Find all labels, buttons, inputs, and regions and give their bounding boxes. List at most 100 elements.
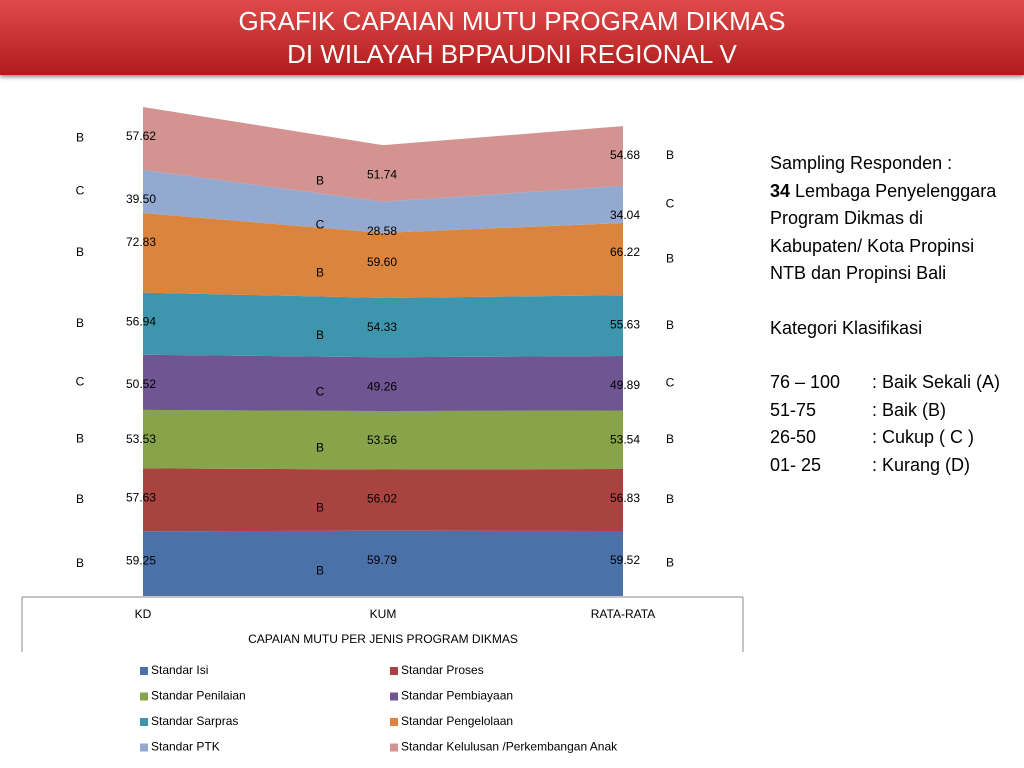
value-label: 56.02 xyxy=(367,492,397,506)
grade-label: B xyxy=(76,316,84,330)
legend-swatch xyxy=(140,692,148,701)
grade-label: B xyxy=(316,266,324,280)
area-band xyxy=(143,292,623,358)
title-line: GRAFIK CAPAIAN MUTU PROGRAM DIKMAS xyxy=(238,6,786,36)
value-label: 66.22 xyxy=(610,245,640,259)
legend-label: Standar PTK xyxy=(151,740,220,754)
grade-label: B xyxy=(666,148,674,162)
legend-swatch xyxy=(390,692,398,701)
grade-label: B xyxy=(666,492,674,506)
class-label: : Baik Sekali (A) xyxy=(872,372,1001,392)
class-row: 76 – 100 : Baik Sekali (A) xyxy=(770,369,1000,397)
grade-label: B xyxy=(666,251,674,265)
value-label: 54.68 xyxy=(610,148,640,162)
sampling-text: 34 Lembaga Penyelenggara Program Dikmas … xyxy=(770,178,1010,288)
grade-label: B xyxy=(666,432,674,446)
legend-label: Standar Sarpras xyxy=(151,714,238,728)
legend-swatch xyxy=(390,667,398,675)
grade-label: B xyxy=(76,492,84,506)
grade-label: C xyxy=(316,384,325,398)
grade-label: B xyxy=(76,131,84,145)
legend-label: Standar Pengelolaan xyxy=(401,714,513,728)
grade-label: B xyxy=(316,440,324,454)
x-tick-label: RATA-RATA xyxy=(591,607,655,621)
grade-label: C xyxy=(76,375,85,389)
grade-label: B xyxy=(76,431,84,445)
legend-swatch xyxy=(140,743,148,752)
grade-label: C xyxy=(316,217,325,231)
class-row: 51-75 : Baik (B) xyxy=(770,397,1000,425)
value-label: 51.74 xyxy=(367,167,397,181)
value-label: 59.25 xyxy=(126,553,156,567)
value-label: 56.83 xyxy=(610,491,640,505)
value-label: 56.94 xyxy=(126,315,156,329)
grade-label: B xyxy=(76,245,84,259)
grade-label: B xyxy=(316,500,324,514)
x-tick-label: KD xyxy=(135,607,152,621)
value-label: 53.54 xyxy=(610,433,640,447)
legend-swatch xyxy=(390,718,398,726)
value-label: 49.89 xyxy=(610,378,640,392)
area-band xyxy=(143,169,623,233)
class-row: 26-50 : Cukup ( C ) xyxy=(770,424,1000,452)
value-label: 59.60 xyxy=(367,255,397,269)
x-axis-title: CAPAIAN MUTU PER JENIS PROGRAM DIKMAS xyxy=(248,632,518,646)
value-label: 39.50 xyxy=(126,192,156,206)
class-range: 01- 25 xyxy=(770,454,822,475)
value-label: 72.83 xyxy=(126,235,156,249)
class-label: : Baik (B) xyxy=(872,399,947,420)
area-band xyxy=(143,530,623,596)
area-band xyxy=(143,107,623,202)
value-label: 34.04 xyxy=(610,208,640,222)
grade-label: C xyxy=(666,375,675,389)
class-range: 51-75 xyxy=(770,399,817,420)
value-label: 57.62 xyxy=(126,129,156,143)
class-label: : Kurang (D) xyxy=(872,454,971,475)
grade-label: C xyxy=(666,197,675,211)
grade-label: B xyxy=(666,318,674,332)
category-title: Kategori Klasifikasi xyxy=(770,317,923,338)
class-label: : Cukup ( C ) xyxy=(872,427,975,447)
legend-label: Standar Isi xyxy=(151,663,208,677)
grade-label: B xyxy=(76,556,84,570)
legend-label: Standar Penilaian xyxy=(151,689,246,703)
class-table: 76 – 100 : Baik Sekali (A) 51-75 : Baik (B)… xyxy=(770,369,1000,479)
legend-label: Standar Proses xyxy=(401,663,484,677)
value-label: 57.63 xyxy=(126,491,156,505)
legend-swatch xyxy=(140,667,148,675)
title-banner: GRAFIK CAPAIAN MUTU PROGRAM DIKMAS DI WI… xyxy=(0,0,1024,75)
value-label: 49.26 xyxy=(367,379,397,393)
chart: 59.25 B 59.79 B 59.52 B 57.63 B 56.02 B 56.83 B 53.5… xyxy=(21,107,744,754)
legend-label: Standar Pembiayaan xyxy=(401,689,513,703)
grade-label: B xyxy=(316,174,324,188)
title-line: DI WILAYAH BPPAUDNI REGIONAL V xyxy=(287,39,737,69)
sampling-description: Lembaga Penyelenggara Program Dikmas di … xyxy=(770,180,997,284)
value-label: 55.63 xyxy=(610,317,640,331)
side-panel: Sampling Responden : 34 Lembaga Penyelen… xyxy=(770,150,1010,479)
grade-label: B xyxy=(666,556,674,570)
area-band xyxy=(143,213,623,298)
value-label: 59.52 xyxy=(610,553,640,567)
area-band xyxy=(143,354,623,412)
area-band xyxy=(143,468,623,532)
class-range: 76 – 100 xyxy=(770,372,841,392)
legend-swatch xyxy=(390,743,398,752)
value-label: 54.33 xyxy=(367,320,397,334)
value-label: 53.56 xyxy=(367,433,397,447)
x-tick-label: KUM xyxy=(370,607,397,621)
legend-label: Standar Kelulusan /Perkembangan Anak xyxy=(401,740,618,754)
class-range: 26-50 xyxy=(770,427,817,447)
value-label: 59.79 xyxy=(367,553,397,567)
sampling-count: 34 xyxy=(770,180,791,201)
area-band xyxy=(143,409,623,470)
grade-label: C xyxy=(76,184,85,198)
value-label: 53.53 xyxy=(126,432,156,446)
grade-label: B xyxy=(316,564,324,578)
sampling-label: Sampling Responden : xyxy=(770,153,953,173)
value-label: 50.52 xyxy=(126,377,156,391)
grade-label: B xyxy=(316,328,324,342)
legend-swatch xyxy=(140,718,148,726)
value-label: 28.58 xyxy=(367,224,397,238)
class-row: 01- 25 : Kurang (D) xyxy=(770,452,1000,480)
